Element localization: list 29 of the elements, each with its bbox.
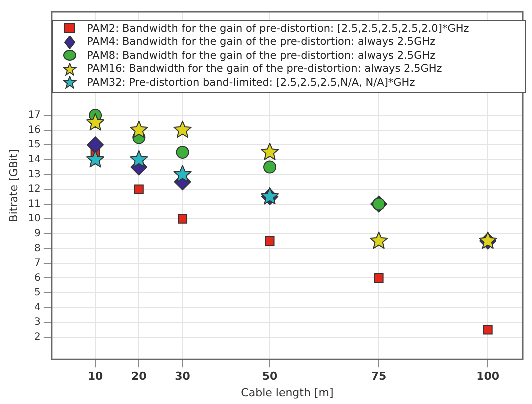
y-tick-label: 7 <box>34 258 41 270</box>
y-tick-label: 14 <box>28 154 41 166</box>
y-tick-label: 16 <box>28 124 41 136</box>
legend-label: PAM32: Pre-distortion band-limited: [2.5,2.5,2.5,N/A, N/A]*GHz <box>87 76 416 89</box>
x-tick-label: 50 <box>262 370 278 384</box>
y-tick-label: 13 <box>28 169 41 180</box>
x-tick-label: 30 <box>175 370 191 384</box>
y-tick-label: 12 <box>28 184 41 196</box>
x-tick-label: 100 <box>476 370 500 384</box>
y-tick-label: 17 <box>28 110 41 122</box>
legend-label: PAM16: Bandwidth for the gain of the pre-distortion: always 2.5GHz <box>87 63 442 76</box>
y-tick-label: 11 <box>28 198 41 210</box>
legend-label: PAM8: Bandwidth for the gain of the pre-distortion: always 2.5GHz <box>87 50 436 62</box>
legend-label: PAM2: Bandwidth for the gain of pre-distortion: [2.5,2.5,2.5,2.5,2.0]*GHz <box>87 22 470 35</box>
y-tick-label: 5 <box>34 288 41 299</box>
y-tick-label: 10 <box>28 214 41 225</box>
x-tick-label: 20 <box>132 370 148 384</box>
y-axis-title: Bitrate [GBit] <box>7 149 20 222</box>
y-tick-label: 3 <box>34 317 41 328</box>
y-tick-label: 6 <box>34 272 41 284</box>
legend-label: PAM4: Bandwidth for the gain of the pre-distortion: always 2.5GHz <box>87 36 436 48</box>
x-tick-label: 10 <box>88 370 104 384</box>
x-tick-label: 75 <box>371 370 387 384</box>
y-tick-label: 8 <box>34 243 41 254</box>
x-axis-title: Cable length [m] <box>241 386 334 400</box>
y-tick-label: 9 <box>34 228 41 240</box>
y-tick-label: 4 <box>34 302 41 314</box>
y-tick-label: 15 <box>28 140 41 151</box>
y-tick-label: 2 <box>34 332 41 344</box>
